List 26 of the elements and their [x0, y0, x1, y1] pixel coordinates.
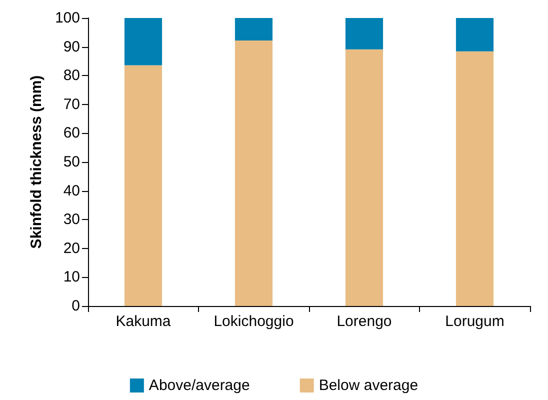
x-tick-label: Lorugum: [445, 313, 504, 330]
legend-label: Below average: [318, 377, 418, 394]
y-tick-label: 40: [63, 182, 80, 200]
y-tick-label: 30: [63, 211, 80, 228]
y-tick-label: 10: [63, 268, 80, 286]
y-tick-label: 80: [63, 67, 80, 84]
bar: [234, 40, 273, 306]
y-tick-label: 100: [54, 10, 80, 26]
bar: [124, 65, 162, 306]
bar: [456, 51, 494, 306]
x-tick-label: Lorengo: [336, 313, 392, 330]
y-tick-label: 0: [72, 298, 80, 314]
y-tick-label: 70: [63, 96, 80, 113]
y-tick-label: 90: [63, 38, 80, 56]
legend-label: Above/average: [148, 377, 250, 394]
bar: [456, 18, 494, 52]
x-tick-label: Kakuma: [116, 313, 172, 330]
bar: [234, 18, 273, 40]
bar: [345, 18, 384, 50]
y-tick-label: 20: [63, 240, 80, 257]
bar: [124, 18, 162, 66]
x-tick-label: Lokichoggio: [214, 313, 294, 330]
y-tick-label: 50: [63, 154, 80, 170]
bar: [345, 49, 384, 306]
y-axis-title: Skinfold thickness (mm): [28, 75, 46, 249]
y-tick-label: 60: [63, 124, 80, 142]
